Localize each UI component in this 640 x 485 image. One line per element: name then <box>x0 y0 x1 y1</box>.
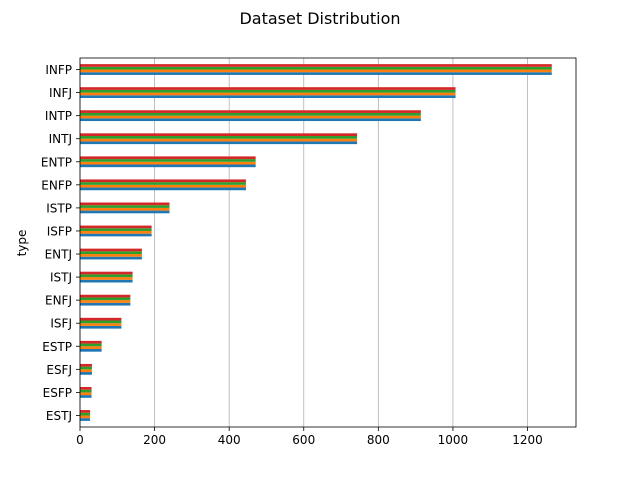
bar-enfj-series-1 <box>80 302 131 306</box>
bar-infp-series-1 <box>80 72 552 75</box>
y-tick-label: ISTP <box>46 201 72 215</box>
bar-esfj-series-4 <box>80 363 92 367</box>
bar-estj-series-4 <box>80 410 91 413</box>
bar-esfj-series-2 <box>80 369 92 373</box>
bar-infj-series-3 <box>80 89 456 93</box>
bar-esfp-series-3 <box>80 389 92 393</box>
bar-entj-series-2 <box>80 254 142 257</box>
bar-infp-series-2 <box>80 69 552 73</box>
y-tick-label: ENFJ <box>45 294 72 308</box>
bar-infj-series-1 <box>80 95 456 98</box>
bar-entj-series-1 <box>80 256 142 260</box>
bars <box>80 64 552 421</box>
x-tick-label: 1200 <box>512 433 543 447</box>
bar-intj-series-3 <box>80 136 358 139</box>
y-tick-label: INFJ <box>49 86 72 100</box>
y-tick-label: ESTJ <box>46 409 72 423</box>
bar-estj-series-3 <box>80 412 91 416</box>
bar-estp-series-3 <box>80 343 102 347</box>
bar-intj-series-2 <box>80 138 358 142</box>
x-tick-label: 400 <box>218 433 241 447</box>
bar-intj-series-1 <box>80 141 358 145</box>
y-tick-label: INTJ <box>49 132 72 146</box>
bar-istj-series-3 <box>80 274 133 278</box>
bar-enfp-series-1 <box>80 187 246 191</box>
bar-enfj-series-3 <box>80 297 131 301</box>
bar-infp-series-3 <box>80 66 552 70</box>
bar-estp-series-2 <box>80 346 102 349</box>
bar-infp-series-4 <box>80 64 552 67</box>
bar-intp-series-4 <box>80 110 421 113</box>
bar-isfp-series-2 <box>80 230 152 234</box>
bar-entj-series-3 <box>80 251 142 255</box>
bar-intp-series-2 <box>80 115 421 119</box>
bar-entj-series-4 <box>80 248 142 252</box>
x-tick-label: 600 <box>292 433 315 447</box>
y-tick-label: ISTJ <box>50 271 72 285</box>
bar-infj-series-4 <box>80 87 456 90</box>
bar-esfp-series-4 <box>80 387 92 390</box>
y-tick-label: ISFP <box>47 224 72 238</box>
x-tick-label: 1000 <box>438 433 469 447</box>
bar-istp-series-4 <box>80 202 170 206</box>
axes: INFP INFJ INTP INTJ ENTP ENFP ISTP ISFP ENTJ ISTJ… <box>41 57 577 447</box>
bar-enfp-series-4 <box>80 179 246 183</box>
bar-istp-series-3 <box>80 205 170 208</box>
plot-frame <box>79 57 577 428</box>
y-axis-label: type <box>15 230 29 257</box>
y-tick-label: ESTP <box>42 340 72 354</box>
y-tick-label: ENTP <box>41 155 72 169</box>
bar-enfj-series-2 <box>80 300 131 303</box>
bar-entp-series-3 <box>80 159 256 162</box>
bar-esfp-series-2 <box>80 392 92 396</box>
bar-istj-series-1 <box>80 279 133 283</box>
y-tick-label: ESFP <box>43 386 72 400</box>
x-tick-label: 800 <box>367 433 390 447</box>
bar-isfp-series-1 <box>80 233 152 237</box>
x-tick-label: 0 <box>76 433 84 447</box>
bar-entp-series-2 <box>80 161 256 165</box>
bar-istj-series-2 <box>80 277 133 280</box>
bar-istp-series-1 <box>80 210 170 214</box>
y-tick-label: ESFJ <box>46 363 72 377</box>
chart-title: Dataset Distribution <box>239 9 400 28</box>
bar-esfp-series-1 <box>80 395 92 398</box>
y-tick-label: INFP <box>45 63 72 77</box>
bar-intp-series-3 <box>80 112 421 116</box>
bar-istj-series-4 <box>80 271 133 275</box>
bar-estp-series-1 <box>80 348 102 352</box>
bar-isfj-series-3 <box>80 320 122 324</box>
y-tick-label: INTP <box>45 109 72 123</box>
bar-enfj-series-4 <box>80 294 131 298</box>
bar-esfj-series-3 <box>80 366 92 370</box>
bar-estj-series-1 <box>80 418 91 421</box>
bar-esfj-series-1 <box>80 372 92 375</box>
bar-istp-series-2 <box>80 207 170 211</box>
bar-isfp-series-3 <box>80 228 152 231</box>
bar-isfp-series-4 <box>80 225 152 229</box>
bar-isfj-series-4 <box>80 317 122 321</box>
bar-infj-series-2 <box>80 92 456 96</box>
bar-intj-series-4 <box>80 133 358 137</box>
bar-isfj-series-2 <box>80 323 122 326</box>
bar-intp-series-1 <box>80 118 421 122</box>
x-tick-label: 200 <box>143 433 166 447</box>
y-tick-label: ENTJ <box>45 248 72 262</box>
bar-enfp-series-2 <box>80 184 246 188</box>
bar-entp-series-1 <box>80 164 256 168</box>
bar-entp-series-4 <box>80 156 256 160</box>
bar-enfp-series-3 <box>80 182 246 185</box>
bar-isfj-series-1 <box>80 325 122 329</box>
y-tick-label: ENFP <box>41 178 72 192</box>
y-tick-label: ISFJ <box>50 317 72 331</box>
bar-estj-series-2 <box>80 415 91 419</box>
bar-estp-series-4 <box>80 340 102 344</box>
